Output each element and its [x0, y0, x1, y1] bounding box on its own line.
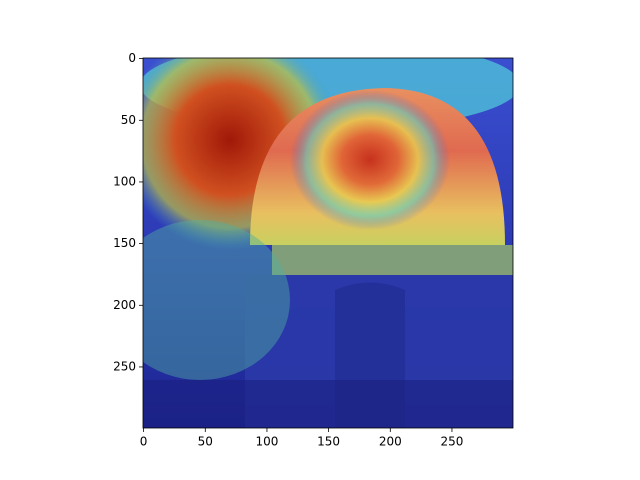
- x-tick-label: 50: [198, 435, 213, 449]
- y-tick-label: 250: [113, 359, 136, 373]
- y-tick-label: 200: [113, 298, 136, 312]
- y-tick-label: 0: [128, 51, 136, 65]
- axes-frame: [142, 57, 514, 429]
- x-tick-label: 0: [140, 435, 148, 449]
- y-tick-label: 150: [113, 236, 136, 250]
- y-tick-label: 50: [121, 113, 136, 127]
- y-tick-label: 100: [113, 174, 136, 188]
- image: [143, 58, 513, 428]
- x-tick-label: 250: [440, 435, 463, 449]
- x-tick-label: 150: [317, 435, 340, 449]
- x-tick-label: 100: [255, 435, 278, 449]
- x-tick-label: 200: [379, 435, 402, 449]
